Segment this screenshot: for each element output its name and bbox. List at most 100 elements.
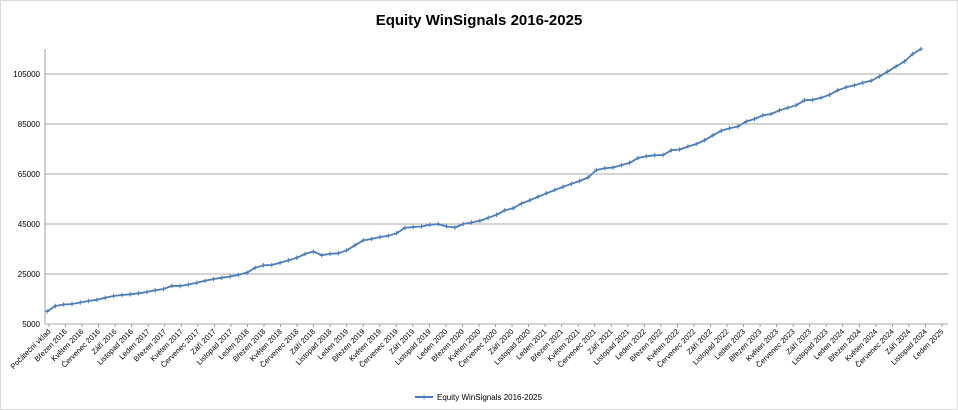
series-line bbox=[46, 48, 922, 313]
data-point bbox=[119, 292, 125, 298]
data-point bbox=[644, 154, 649, 159]
y-tick-label: 65000 bbox=[18, 170, 41, 179]
data-point bbox=[128, 292, 133, 297]
data-point bbox=[777, 108, 782, 113]
data-point bbox=[219, 275, 224, 280]
data-point bbox=[768, 111, 774, 117]
data-point bbox=[269, 262, 274, 268]
data-point bbox=[660, 152, 666, 158]
data-point bbox=[569, 181, 574, 186]
data-point bbox=[294, 255, 299, 260]
data-point bbox=[744, 119, 749, 124]
data-point bbox=[677, 147, 682, 152]
data-point bbox=[460, 221, 466, 227]
data-point bbox=[494, 212, 499, 217]
y-tick-label: 45000 bbox=[18, 220, 41, 229]
data-point bbox=[793, 103, 799, 108]
data-point bbox=[719, 128, 724, 133]
data-point bbox=[236, 272, 241, 277]
data-point bbox=[535, 194, 541, 199]
data-point bbox=[444, 224, 449, 229]
data-point bbox=[585, 175, 591, 180]
data-point bbox=[852, 83, 857, 88]
data-point bbox=[868, 78, 874, 83]
data-point bbox=[311, 249, 316, 254]
y-tick-label: 105000 bbox=[13, 70, 40, 79]
data-point bbox=[244, 270, 249, 275]
data-point bbox=[361, 238, 366, 243]
data-point bbox=[544, 191, 549, 196]
data-point bbox=[377, 234, 383, 240]
data-point bbox=[111, 293, 116, 299]
data-point bbox=[485, 215, 491, 220]
data-point bbox=[202, 278, 208, 283]
data-point bbox=[286, 258, 291, 263]
data-point bbox=[469, 220, 474, 225]
data-point bbox=[477, 218, 483, 223]
data-point bbox=[44, 309, 50, 314]
data-point bbox=[910, 51, 915, 57]
data-point bbox=[918, 46, 924, 52]
data-point bbox=[69, 301, 75, 307]
data-point bbox=[827, 92, 832, 97]
data-point bbox=[302, 251, 308, 257]
data-point bbox=[877, 74, 882, 79]
data-point bbox=[902, 59, 907, 64]
data-point bbox=[277, 260, 283, 265]
data-point bbox=[436, 221, 441, 227]
y-tick-label: 85000 bbox=[18, 120, 41, 129]
data-point bbox=[885, 69, 890, 74]
data-point bbox=[94, 297, 100, 302]
data-point bbox=[369, 236, 374, 242]
data-point bbox=[252, 265, 258, 270]
data-point bbox=[394, 231, 399, 236]
data-point bbox=[344, 248, 349, 253]
legend: + Equity WinSignals 2016-2025 bbox=[415, 393, 543, 404]
data-point bbox=[752, 116, 757, 122]
data-point bbox=[136, 291, 141, 296]
data-point bbox=[61, 302, 66, 307]
data-point bbox=[577, 178, 582, 184]
data-point bbox=[103, 295, 108, 300]
data-point bbox=[452, 225, 458, 230]
y-tick-label: 25000 bbox=[18, 270, 41, 279]
data-point bbox=[552, 187, 557, 193]
gridlines bbox=[45, 73, 948, 325]
data-point bbox=[402, 225, 408, 230]
data-point bbox=[169, 283, 175, 288]
data-point bbox=[211, 276, 216, 282]
data-point bbox=[685, 144, 691, 149]
data-point bbox=[411, 224, 416, 230]
data-point bbox=[327, 251, 333, 256]
data-point bbox=[78, 300, 83, 305]
data-point bbox=[319, 253, 324, 258]
data-point bbox=[594, 167, 599, 173]
data-point bbox=[144, 289, 150, 295]
data-point bbox=[802, 98, 807, 103]
data-point bbox=[610, 165, 616, 170]
data-point bbox=[227, 274, 233, 279]
data-point bbox=[194, 280, 200, 285]
data-point bbox=[186, 282, 191, 287]
data-point bbox=[161, 286, 166, 292]
y-tick-label: 5000 bbox=[22, 320, 40, 329]
data-point bbox=[510, 206, 516, 211]
data-point bbox=[835, 88, 840, 93]
data-point bbox=[627, 160, 632, 165]
data-point bbox=[153, 288, 158, 293]
data-point bbox=[669, 148, 674, 153]
data-point bbox=[261, 263, 266, 268]
data-point bbox=[419, 224, 424, 229]
y-axis: 5000 25000 45000 65000 85000 105000 bbox=[13, 49, 46, 329]
data-point bbox=[860, 80, 865, 85]
data-point bbox=[427, 222, 433, 227]
data-point bbox=[727, 126, 732, 131]
data-point bbox=[602, 166, 607, 171]
data-point bbox=[336, 251, 341, 256]
data-point bbox=[818, 95, 824, 100]
data-point bbox=[710, 133, 716, 138]
data-point bbox=[893, 64, 899, 69]
